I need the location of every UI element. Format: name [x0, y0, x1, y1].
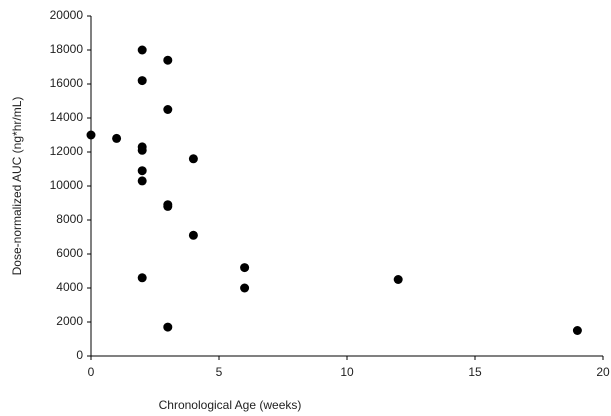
point [393, 275, 403, 284]
point [137, 166, 147, 176]
y-tick-label: 2000 [56, 314, 83, 328]
point [240, 283, 250, 293]
point [188, 154, 198, 164]
y-tick-label: 16000 [50, 76, 84, 90]
y-tick-label: 20000 [50, 8, 84, 22]
point [163, 55, 173, 65]
point [137, 176, 147, 186]
point [86, 130, 96, 140]
y-tick-label: 12000 [50, 144, 84, 158]
y-axis-label: Dose-normalized AUC (ng*hr/mL) [10, 97, 24, 276]
y-tick-label: 18000 [50, 42, 84, 56]
y-tick-label: 4000 [56, 280, 83, 294]
point [163, 105, 173, 114]
x-tick-label: 20 [596, 365, 610, 379]
x-tick-label: 10 [340, 365, 354, 379]
point [137, 273, 147, 283]
point [572, 326, 582, 335]
y-tick-label: 6000 [56, 246, 83, 260]
x-axis-label: Chronological Age (weeks) [159, 398, 302, 412]
point [188, 230, 198, 240]
point [137, 76, 147, 86]
y-tick-label: 10000 [50, 178, 84, 192]
x-tick-label: 5 [216, 365, 223, 379]
x-tick-label: 0 [88, 365, 95, 379]
point [240, 263, 250, 273]
y-tick-label: 8000 [56, 212, 83, 226]
x-tick-label: 15 [468, 365, 482, 379]
point [112, 133, 122, 143]
y-tick-label: 14000 [50, 110, 84, 124]
point [137, 45, 147, 55]
point [163, 201, 173, 211]
point [163, 322, 173, 332]
y-tick-label: 0 [76, 348, 83, 362]
point [137, 145, 147, 155]
